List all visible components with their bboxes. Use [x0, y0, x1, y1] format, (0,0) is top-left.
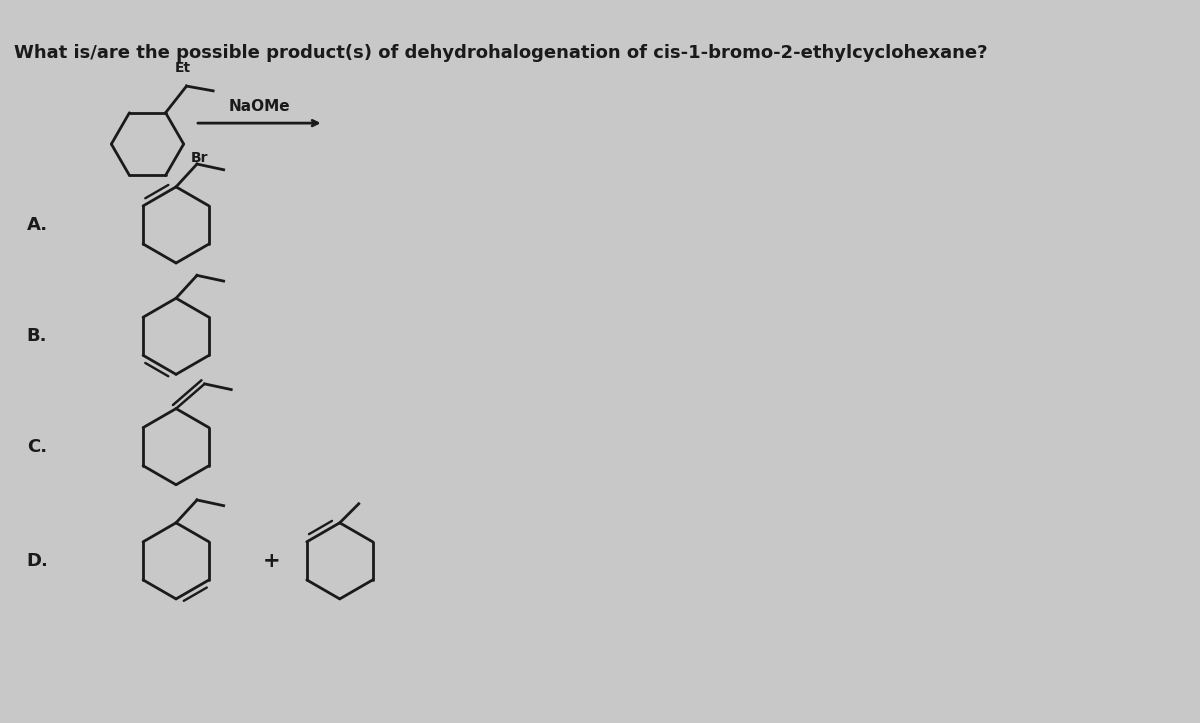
Text: +: + — [263, 551, 280, 571]
Text: What is/are the possible product(s) of dehydrohalogenation of cis-1-bromo-2-ethy: What is/are the possible product(s) of d… — [14, 44, 988, 62]
Text: D.: D. — [26, 552, 48, 570]
Text: C.: C. — [26, 437, 47, 455]
Text: Br: Br — [191, 150, 208, 165]
Text: A.: A. — [26, 216, 48, 234]
Text: B.: B. — [26, 328, 47, 346]
Text: Et: Et — [175, 61, 191, 74]
Text: NaOMe: NaOMe — [228, 98, 290, 114]
